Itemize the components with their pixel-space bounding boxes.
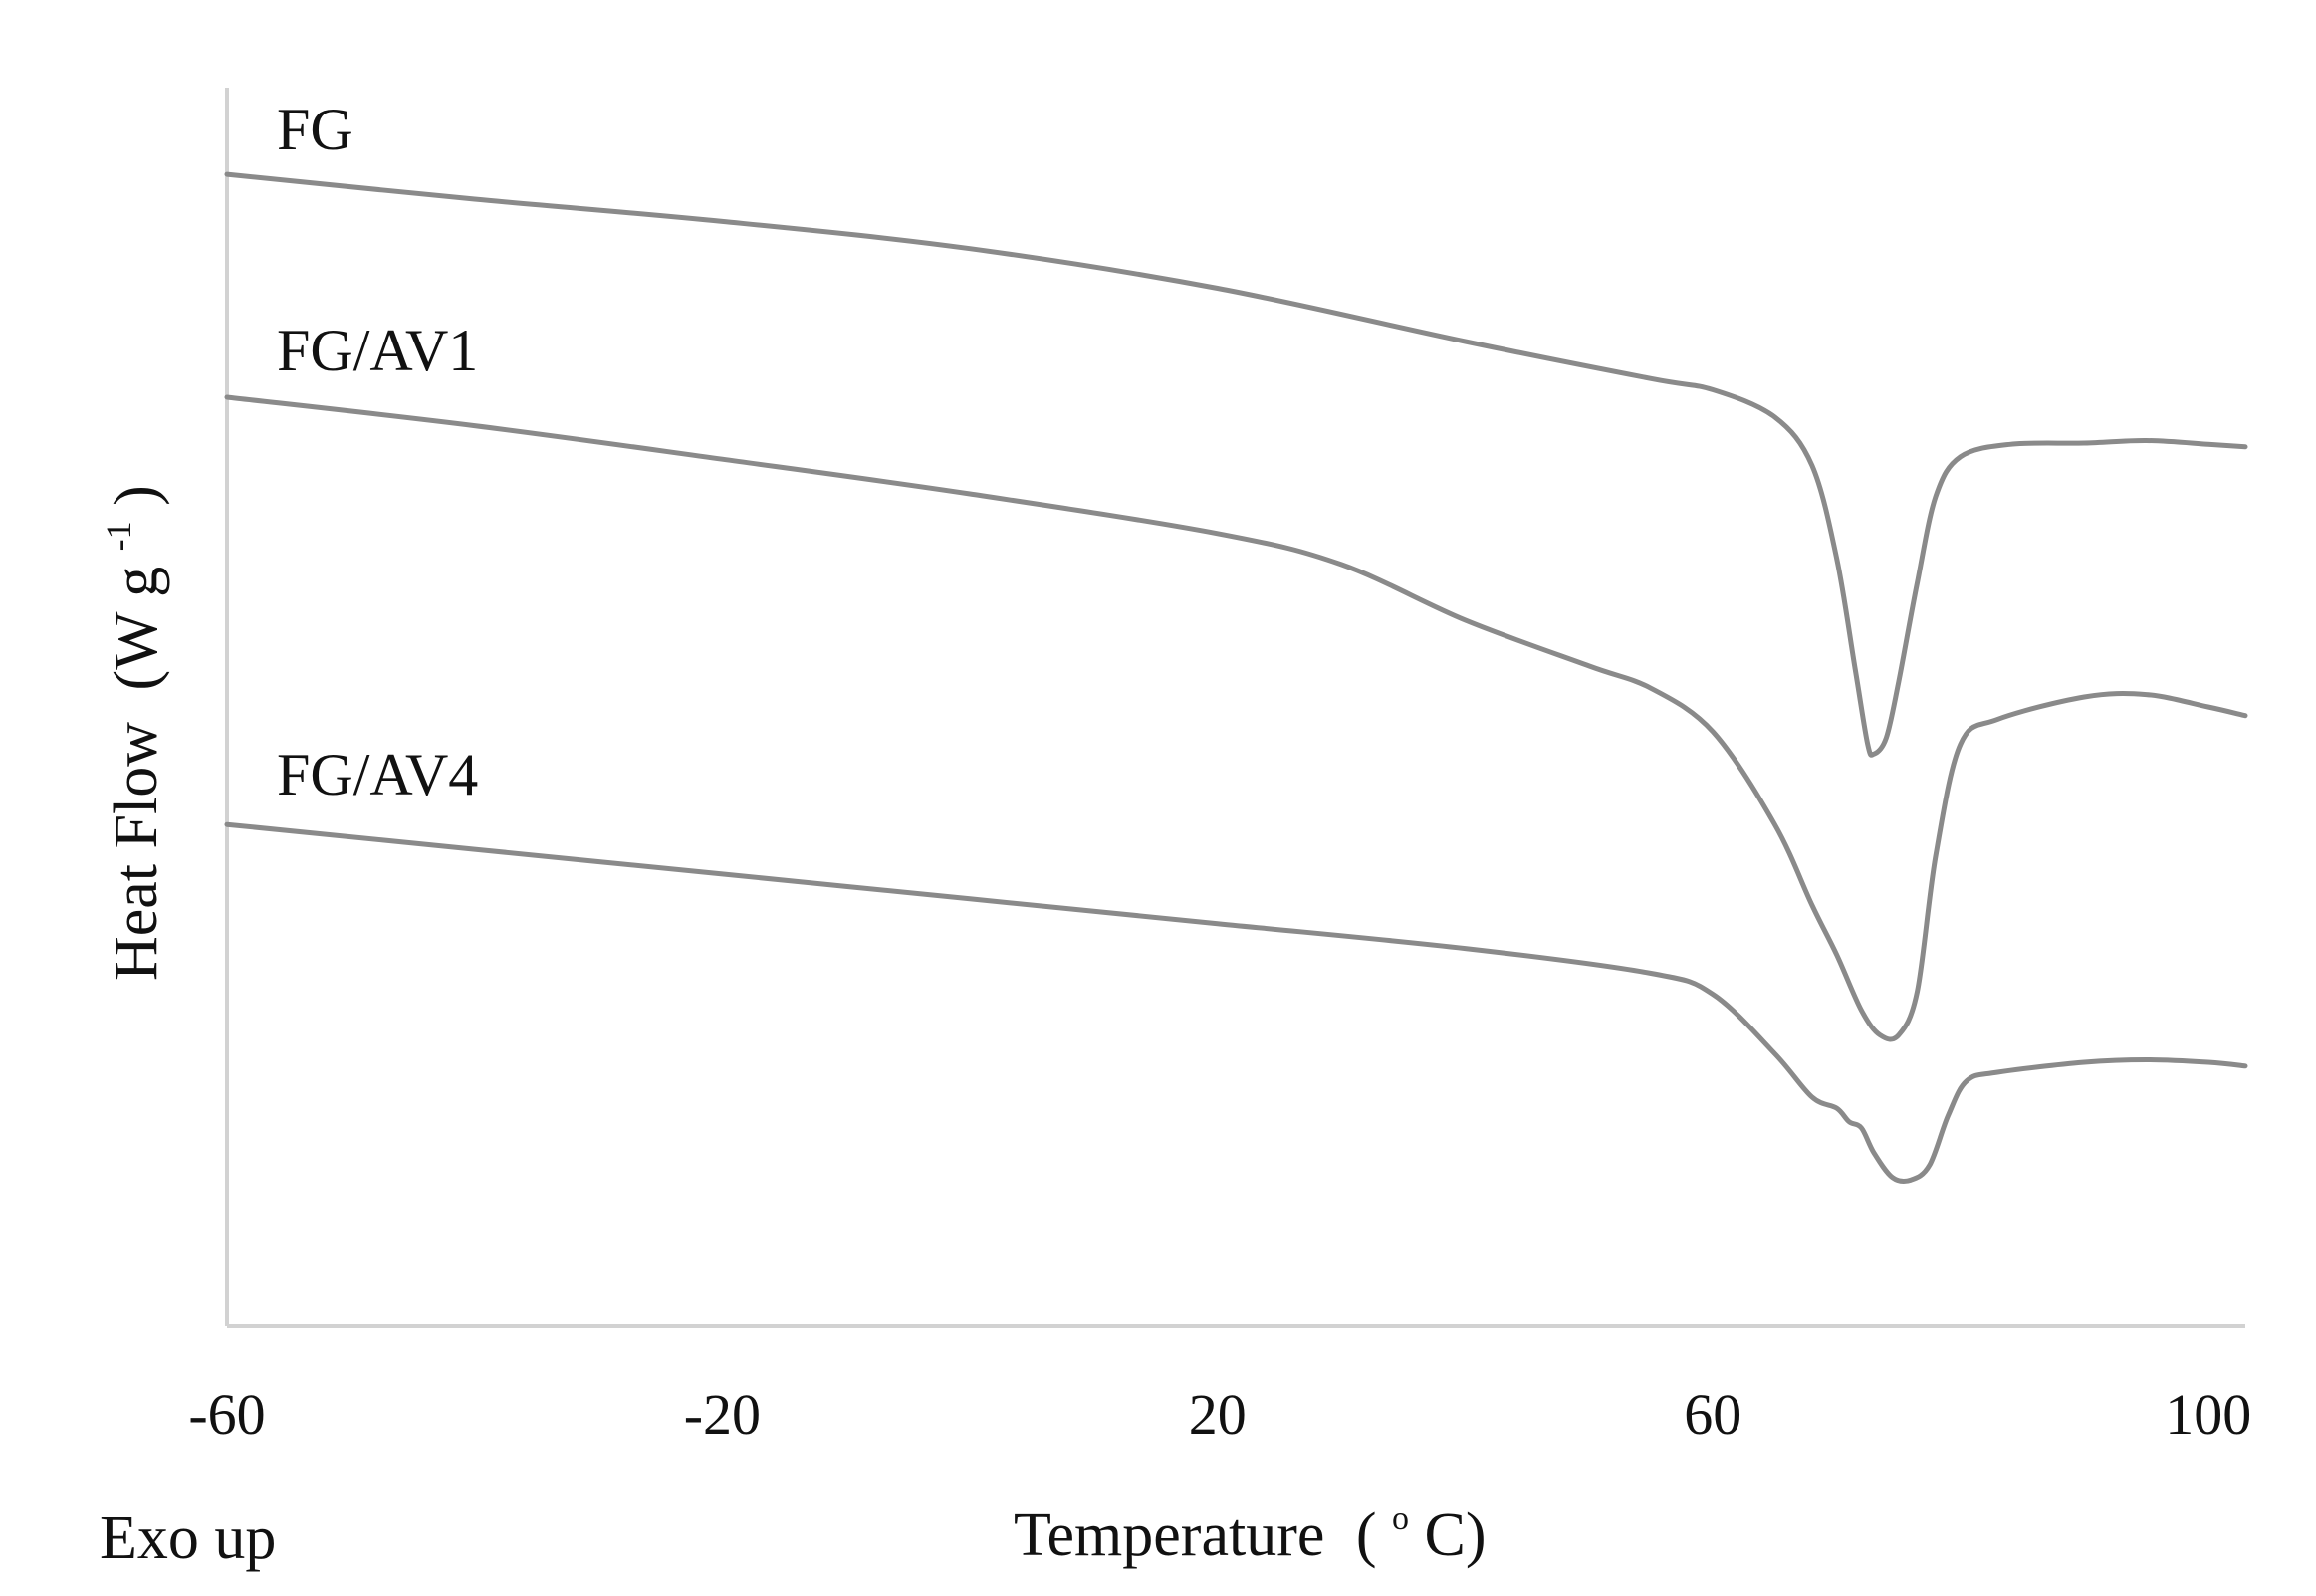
x-tick-label: 20 xyxy=(1189,1382,1247,1447)
x-axis-title-text: Temperature xyxy=(1014,1501,1324,1569)
x-axis-title-unit-close: C) xyxy=(1425,1501,1487,1569)
x-tick-label: -60 xyxy=(188,1382,265,1447)
x-tick-label: 60 xyxy=(1684,1382,1741,1447)
y-axis-title-unit: (W g xyxy=(103,567,170,691)
y-axis-title-exponent: -1 xyxy=(99,521,138,551)
exo-up-annotation: Exo up xyxy=(100,1504,276,1572)
x-tick-labels: -60 -20 20 60 100 xyxy=(188,1382,2251,1447)
x-tick-label: 100 xyxy=(2165,1382,2251,1447)
series-layer xyxy=(224,171,2248,1185)
x-tick-label: -20 xyxy=(684,1382,761,1447)
series-label-fg-av1: FG/AV1 xyxy=(277,318,478,383)
series-label-fg: FG xyxy=(277,97,353,162)
x-axis-title: Temperature ( o C) xyxy=(1014,1476,1487,1569)
y-axis-title-unit-close: ) xyxy=(103,485,170,506)
y-axis-title: Heat Flow (W g -1 ) xyxy=(77,485,170,981)
series-line-fg xyxy=(224,171,2248,758)
series-line-fg-av1 xyxy=(224,394,2248,1042)
series-label-fg-av4: FG/AV4 xyxy=(277,742,478,807)
x-axis-title-degree: o xyxy=(1392,1500,1409,1537)
x-axis-title-unit-open: ( xyxy=(1356,1501,1377,1569)
y-axis-title-text: Heat Flow xyxy=(103,722,170,981)
series-line-fg-av4 xyxy=(224,821,2248,1185)
